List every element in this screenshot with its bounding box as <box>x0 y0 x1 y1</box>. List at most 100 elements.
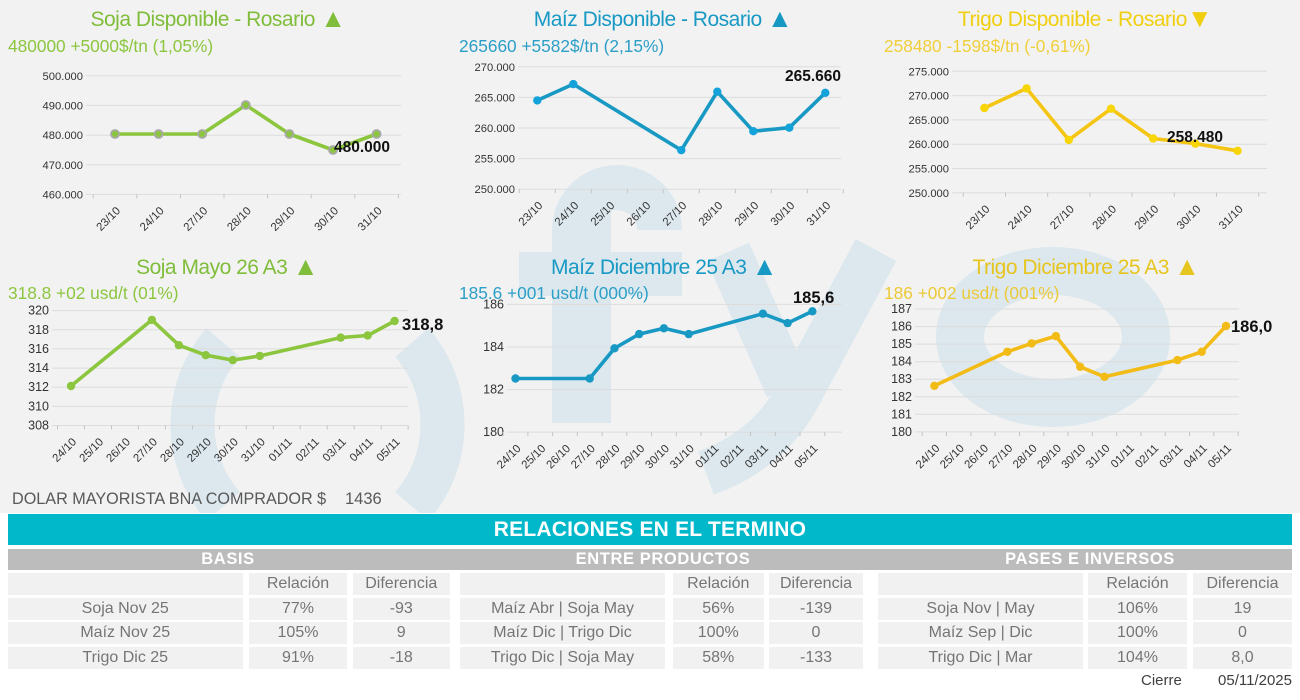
svg-text:28/10: 28/10 <box>1011 443 1040 472</box>
svg-text:24/10: 24/10 <box>914 443 943 472</box>
svg-text:185: 185 <box>891 337 912 351</box>
svg-text:04/11: 04/11 <box>348 436 376 464</box>
svg-text:480.000: 480.000 <box>334 139 390 156</box>
svg-text:318: 318 <box>28 323 49 337</box>
svg-text:Maíz Diciembre 25 A3 ▲: Maíz Diciembre 25 A3 ▲ <box>551 251 777 281</box>
svg-text:29/10: 29/10 <box>733 200 762 229</box>
svg-text:258.480: 258.480 <box>1167 129 1223 146</box>
svg-text:29/10: 29/10 <box>619 443 648 472</box>
svg-text:28/10: 28/10 <box>697 200 726 229</box>
svg-text:28/10: 28/10 <box>594 443 623 472</box>
svg-text:180: 180 <box>483 425 504 439</box>
svg-text:265.000: 265.000 <box>909 115 949 127</box>
svg-text:184: 184 <box>483 340 504 354</box>
svg-text:31/10: 31/10 <box>668 443 697 472</box>
svg-text:270.000: 270.000 <box>475 62 515 74</box>
svg-text:308: 308 <box>28 419 49 433</box>
svg-text:Trigo Diciembre 25 A3 ▲: Trigo Diciembre 25 A3 ▲ <box>972 251 1199 281</box>
svg-text:275.000: 275.000 <box>909 66 949 78</box>
svg-text:186: 186 <box>891 320 912 334</box>
svg-text:318,8: 318,8 <box>402 316 443 334</box>
svg-text:185,6: 185,6 <box>793 289 834 307</box>
svg-text:316: 316 <box>28 342 49 356</box>
svg-text:186,0: 186,0 <box>1231 318 1272 336</box>
svg-text:30/10: 30/10 <box>312 205 341 234</box>
svg-text:27/10: 27/10 <box>1048 203 1077 232</box>
svg-text:23/10: 23/10 <box>964 203 993 232</box>
svg-text:185.6 +001 usd/t (000%): 185.6 +001 usd/t (000%) <box>459 283 649 303</box>
svg-text:24/10: 24/10 <box>495 443 524 472</box>
svg-text:01/11: 01/11 <box>267 436 295 464</box>
svg-text:24/10: 24/10 <box>50 436 79 465</box>
svg-text:470.000: 470.000 <box>43 160 83 172</box>
svg-text:255.000: 255.000 <box>909 164 949 176</box>
svg-text:490.000: 490.000 <box>43 100 83 112</box>
svg-text:30/10: 30/10 <box>1175 203 1204 232</box>
svg-text:Maíz Disponible - Rosario ▲: Maíz Disponible - Rosario ▲ <box>534 3 793 33</box>
svg-text:01/11: 01/11 <box>1109 443 1137 471</box>
svg-text:187: 187 <box>891 302 912 316</box>
svg-text:184: 184 <box>891 355 912 369</box>
svg-text:03/11: 03/11 <box>321 436 349 464</box>
svg-text:310: 310 <box>28 399 49 413</box>
svg-text:02/11: 02/11 <box>1133 443 1161 471</box>
svg-text:26/10: 26/10 <box>104 436 133 465</box>
svg-text:270.000: 270.000 <box>909 91 949 103</box>
svg-text:258480 -1598$/tn (-0,61%): 258480 -1598$/tn (-0,61%) <box>884 36 1091 56</box>
svg-text:265.000: 265.000 <box>475 92 515 104</box>
svg-text:25/10: 25/10 <box>77 436 106 465</box>
svg-text:31/10: 31/10 <box>239 436 268 465</box>
svg-text:183: 183 <box>891 372 912 386</box>
svg-text:Soja Disponible - Rosario ▲: Soja Disponible - Rosario ▲ <box>90 3 345 33</box>
svg-text:05/11: 05/11 <box>375 436 403 464</box>
svg-text:27/10: 27/10 <box>131 436 160 465</box>
svg-text:265660 +5582$/tn (2,15%): 265660 +5582$/tn (2,15%) <box>459 36 664 56</box>
svg-text:05/11: 05/11 <box>792 443 820 471</box>
svg-text:460.000: 460.000 <box>43 189 83 201</box>
svg-text:Trigo Disponible - Rosario▼: Trigo Disponible - Rosario▼ <box>958 3 1212 33</box>
svg-text:260.000: 260.000 <box>909 139 949 151</box>
svg-text:23/10: 23/10 <box>517 200 546 229</box>
svg-text:04/11: 04/11 <box>1182 443 1210 471</box>
svg-text:30/10: 30/10 <box>643 443 672 472</box>
svg-text:24/10: 24/10 <box>1006 203 1035 232</box>
svg-text:260.000: 260.000 <box>475 123 515 135</box>
svg-text:30/10: 30/10 <box>769 200 798 229</box>
svg-text:181: 181 <box>891 407 912 421</box>
svg-text:23/10: 23/10 <box>94 205 123 234</box>
svg-text:500.000: 500.000 <box>43 71 83 83</box>
svg-text:250.000: 250.000 <box>909 188 949 200</box>
svg-text:03/11: 03/11 <box>1157 443 1185 471</box>
svg-text:314: 314 <box>28 361 49 375</box>
svg-text:30/10: 30/10 <box>1060 443 1089 472</box>
svg-text:186: 186 <box>483 297 504 311</box>
svg-text:27/10: 27/10 <box>182 205 211 234</box>
svg-text:31/10: 31/10 <box>805 200 834 229</box>
svg-text:29/10: 29/10 <box>1133 203 1162 232</box>
svg-text:27/10: 27/10 <box>569 443 598 472</box>
svg-text:182: 182 <box>483 383 504 397</box>
svg-text:186 +002 usd/t (001%): 186 +002 usd/t (001%) <box>884 283 1059 303</box>
svg-text:182: 182 <box>891 390 912 404</box>
svg-text:27/10: 27/10 <box>987 443 1016 472</box>
svg-text:25/10: 25/10 <box>938 443 967 472</box>
svg-text:480.000: 480.000 <box>43 130 83 142</box>
svg-text:24/10: 24/10 <box>138 205 167 234</box>
svg-text:Soja Mayo 26 A3 ▲: Soja Mayo 26 A3 ▲ <box>136 251 318 281</box>
svg-text:255.000: 255.000 <box>475 154 515 166</box>
svg-text:29/10: 29/10 <box>1035 443 1064 472</box>
svg-text:29/10: 29/10 <box>269 205 298 234</box>
svg-text:312: 312 <box>28 380 49 394</box>
svg-text:05/11: 05/11 <box>1206 443 1234 471</box>
svg-text:28/10: 28/10 <box>225 205 254 234</box>
svg-text:320: 320 <box>28 304 49 318</box>
svg-text:26/10: 26/10 <box>544 443 573 472</box>
svg-text:31/10: 31/10 <box>1217 203 1246 232</box>
svg-text:26/10: 26/10 <box>962 443 991 472</box>
svg-text:31/10: 31/10 <box>356 205 385 234</box>
svg-text:265.660: 265.660 <box>785 68 841 85</box>
svg-text:02/11: 02/11 <box>294 436 322 464</box>
svg-text:480000 +5000$/tn (1,05%): 480000 +5000$/tn (1,05%) <box>8 36 213 56</box>
svg-text:250.000: 250.000 <box>475 184 515 196</box>
svg-text:25/10: 25/10 <box>520 443 549 472</box>
